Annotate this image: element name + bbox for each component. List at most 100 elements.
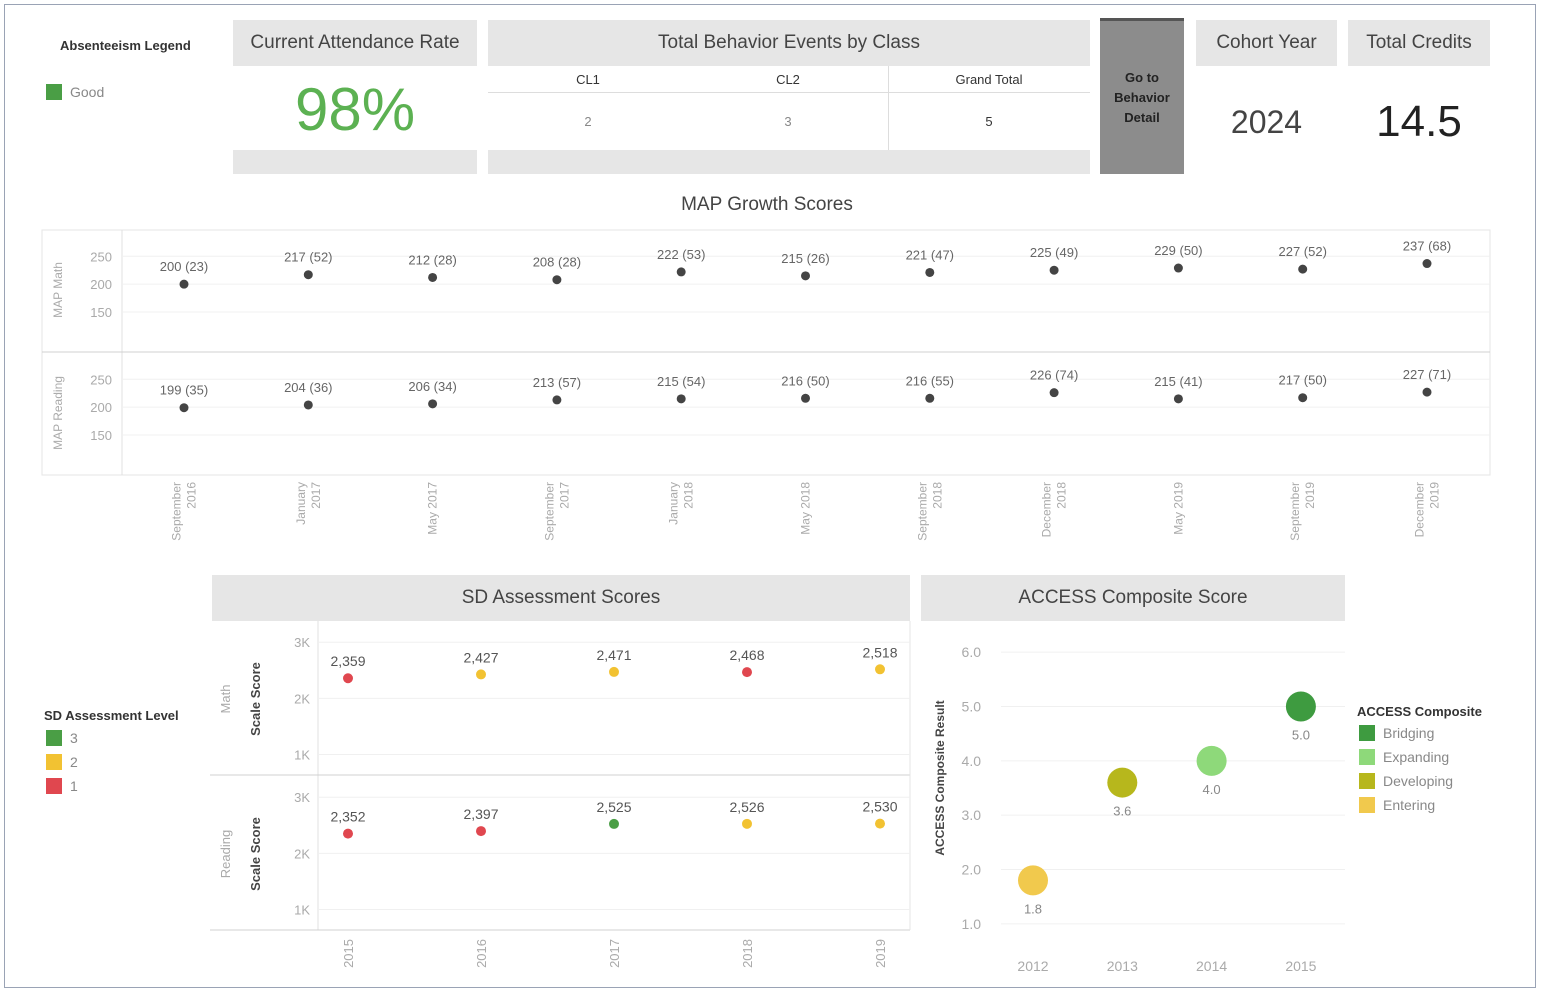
map-data-label: 217 (50): [1278, 373, 1326, 388]
sd-legend-item-1: 1: [46, 778, 78, 794]
absenteeism-legend-title: Absenteeism Legend: [60, 38, 191, 53]
access-legend-label-expanding: Expanding: [1383, 749, 1450, 765]
sd-y-tick-label: 1K: [294, 748, 310, 763]
map-data-label: 237 (68): [1403, 239, 1451, 254]
map-data-label: 225 (49): [1030, 245, 1078, 260]
sd-y-tick-label: 2K: [294, 846, 310, 861]
go-to-behavior-detail-button[interactable]: Go to Behavior Detail: [1100, 18, 1184, 174]
map-x-tick-label: January: [294, 482, 308, 525]
map-x-tick-label: September: [170, 482, 184, 541]
behavior-col-total: Grand Total: [955, 71, 1023, 87]
access-legend-entering: Entering: [1359, 797, 1435, 813]
behavior-title: Total Behavior Events by Class: [488, 20, 1090, 66]
access-legend-label-bridging: Bridging: [1383, 725, 1435, 741]
map-data-label: 212 (28): [408, 252, 456, 267]
access-y-tick-label: 4.0: [962, 753, 982, 769]
access-data-label: 4.0: [1203, 782, 1221, 797]
map-data-label: 199 (35): [160, 383, 208, 398]
sd-data-point: [476, 669, 486, 680]
behavior-col-cl1: CL1: [576, 71, 600, 87]
access-data-label: 3.6: [1113, 804, 1131, 819]
map-data-label: 206 (34): [408, 379, 456, 394]
access-legend-label-developing: Developing: [1383, 773, 1454, 789]
map-data-label: 226 (74): [1030, 368, 1078, 383]
cohort-title: Cohort Year: [1196, 20, 1337, 66]
behavior-value-total: 5: [985, 113, 993, 129]
map-x-tick-label: September: [915, 482, 929, 541]
map-y-tick-label: 200: [90, 277, 112, 292]
map-data-point: [1173, 394, 1183, 404]
map-data-point: [1173, 263, 1183, 273]
access-y-axis-label: ACCESS Composite Result: [933, 700, 947, 855]
sd-data-point: [609, 666, 619, 677]
access-y-tick-label: 5.0: [962, 699, 982, 715]
map-x-tick-label: September: [542, 482, 556, 541]
access-y-tick-label: 1.0: [962, 916, 982, 932]
access-y-tick-label: 6.0: [962, 644, 982, 660]
map-x-tick-label: May 2019: [1171, 482, 1185, 535]
sd-data-label: 2,526: [729, 799, 764, 815]
sd-data-point: [343, 828, 353, 839]
map-data-point: [552, 275, 562, 285]
map-y-tick-label: 200: [90, 400, 112, 415]
access-chart-title: ACCESS Composite Score: [921, 575, 1345, 621]
sd-legend-label-1: 1: [70, 778, 78, 794]
map-chart-title: MAP Growth Scores: [681, 194, 853, 215]
level-2-swatch: [46, 754, 62, 770]
behavior-col-cl2: CL2: [776, 71, 800, 87]
sd-x-tick-label: 2018: [740, 939, 755, 968]
sd-chart-title: SD Assessment Scores: [212, 575, 910, 621]
sd-panel-name: Math: [218, 685, 233, 714]
map-data-point: [1422, 387, 1432, 397]
sd-panel-name: Reading: [218, 830, 233, 878]
map-x-tick-label: September: [1288, 482, 1302, 541]
sd-y-tick-label: 3K: [294, 790, 310, 805]
map-data-point: [676, 394, 686, 404]
sd-y-tick-label: 2K: [294, 691, 310, 706]
sd-data-point: [609, 818, 619, 829]
access-legend-title: ACCESS Composite: [1357, 704, 1482, 719]
map-data-label: 227 (52): [1278, 244, 1326, 259]
map-data-point: [1298, 264, 1308, 274]
sd-data-point: [742, 818, 752, 829]
cohort-value: 2024: [1230, 103, 1303, 140]
sd-data-label: 2,525: [596, 799, 631, 815]
bridging-swatch: [1359, 725, 1375, 741]
map-data-point: [925, 267, 935, 277]
good-swatch: [46, 84, 62, 100]
sd-data-label: 2,518: [862, 644, 897, 660]
map-data-point: [1049, 265, 1059, 275]
credits-title: Total Credits: [1348, 20, 1490, 66]
sd-data-label: 2,359: [330, 653, 365, 669]
map-y-tick-label: 250: [90, 372, 112, 387]
go-to-behavior-detail-label: Go to Behavior Detail: [1114, 69, 1170, 125]
map-data-point: [303, 400, 313, 410]
map-y-tick-label: 150: [90, 428, 112, 443]
sd-x-tick-label: 2017: [607, 939, 622, 968]
expanding-swatch: [1359, 749, 1375, 765]
map-data-label: 217 (52): [284, 250, 332, 265]
sd-data-label: 2,352: [330, 809, 365, 825]
access-data-label: 5.0: [1292, 728, 1310, 743]
sd-x-tick-label: 2019: [873, 939, 888, 968]
sd-data-label: 2,530: [862, 799, 897, 815]
map-x-tick-label: 2017: [309, 482, 323, 509]
access-composite-chart: 1.0 2.0 3.0 4.0 5.0 6.0 ACCESS Composite Resul…: [933, 644, 1345, 974]
sd-data-point: [343, 673, 353, 684]
map-data-point: [303, 270, 313, 280]
sd-data-label: 2,427: [463, 649, 498, 665]
sd-legend-label-2: 2: [70, 754, 78, 770]
map-x-tick-label: 2019: [1428, 482, 1442, 509]
sd-data-label: 2,397: [463, 806, 498, 822]
map-data-point: [1298, 393, 1308, 403]
sd-legend-item-2: 2: [46, 754, 78, 770]
map-data-label: 208 (28): [533, 255, 581, 270]
attendance-value: 98%: [294, 75, 416, 143]
map-data-point: [179, 403, 189, 413]
sd-data-label: 2,468: [729, 647, 764, 663]
access-x-tick-label: 2014: [1196, 958, 1227, 974]
map-data-point: [1422, 259, 1432, 269]
sd-legend-label-3: 3: [70, 730, 78, 746]
credits-value: 14.5: [1376, 97, 1462, 146]
sd-data-point: [875, 818, 885, 829]
